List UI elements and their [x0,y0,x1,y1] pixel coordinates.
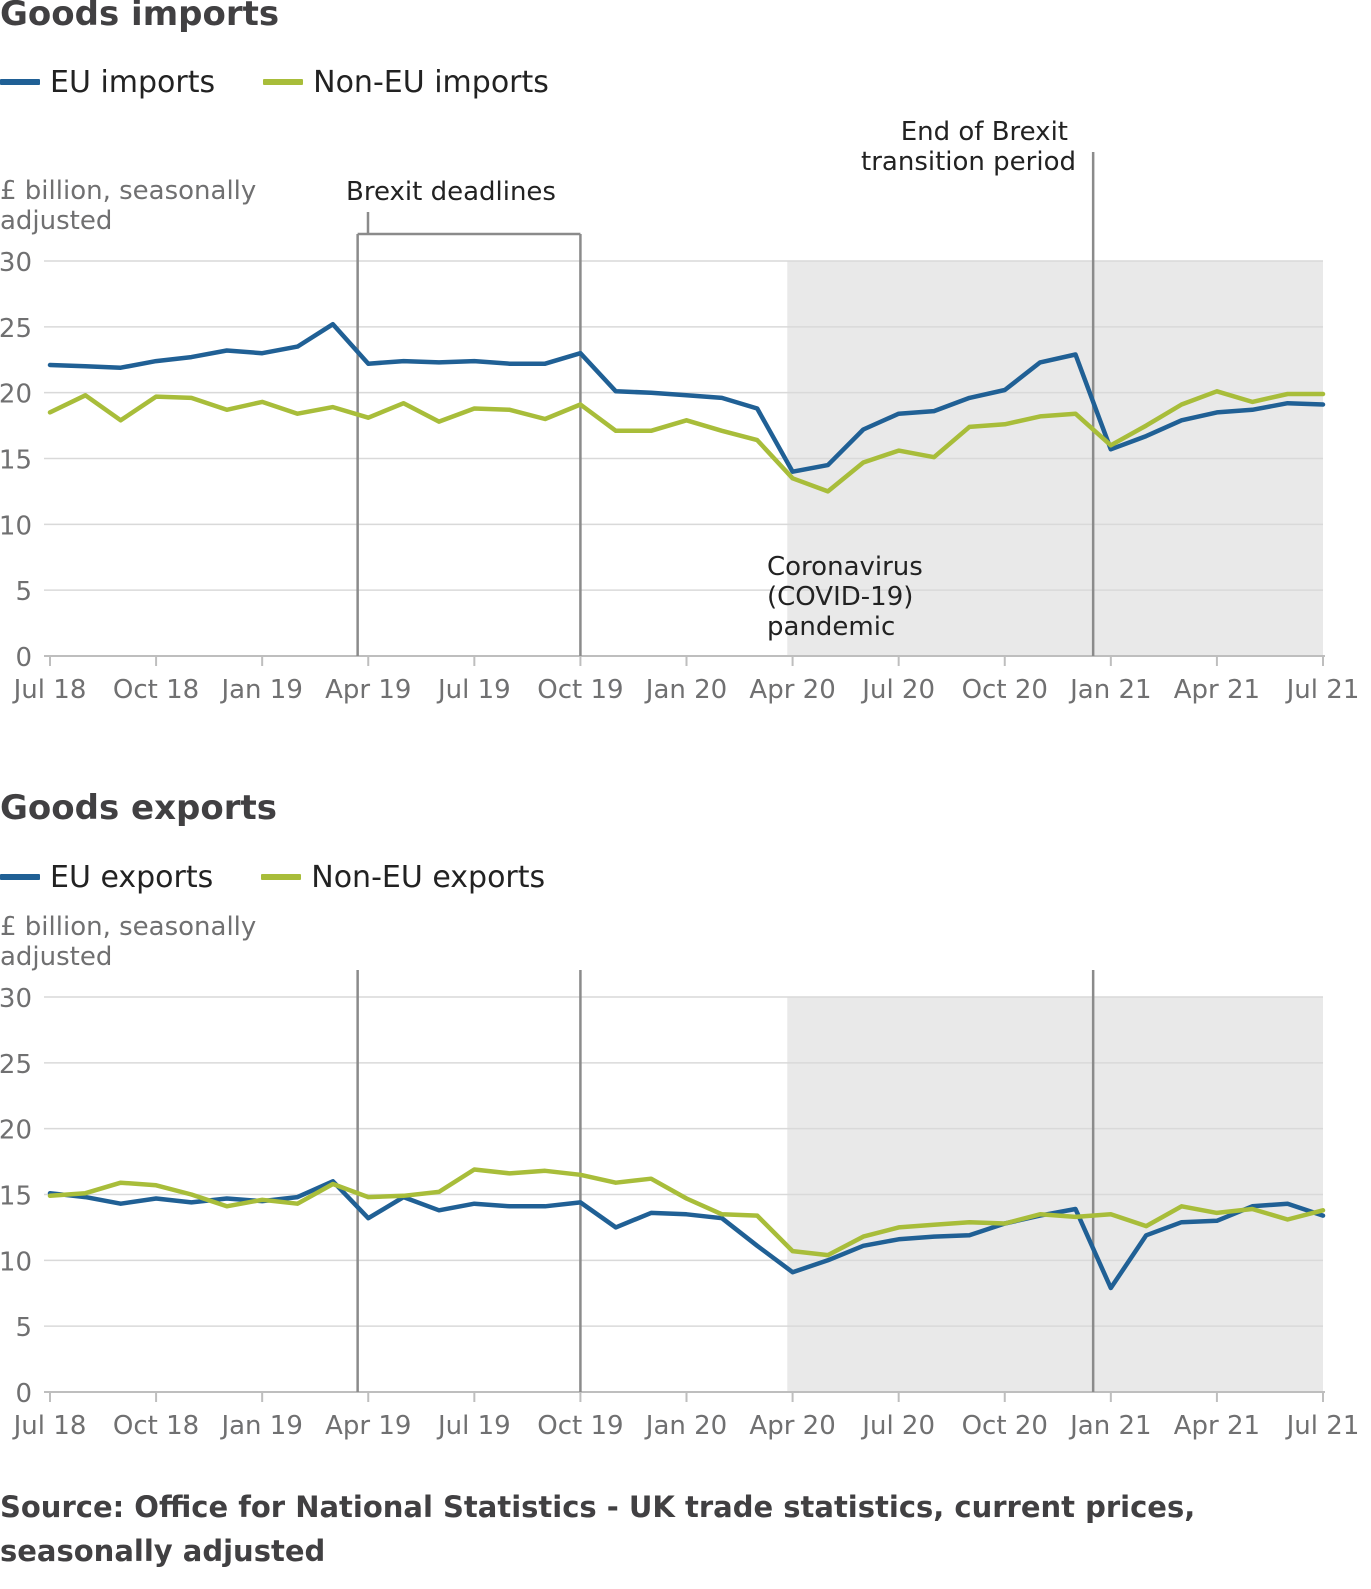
legend-item-eu-imports: EU imports [0,65,215,100]
pandemic-label-line-2: (COVID-19) [767,582,913,612]
imports-unit-label: £ billion, seasonally adjusted [0,176,257,236]
imports-series-eu-line [47,321,1326,474]
source-note: Source: Office for National Statistics -… [0,1490,1196,1568]
exports-x-tick-label: Jan 20 [644,1411,727,1441]
transition-label-line-1: End of Brexit [901,117,1068,147]
exports-x-tick-label: Jul 21 [1285,1411,1360,1441]
imports-series-non-eu-line [47,389,1326,494]
imports-chart: 0 5 10 15 20 25 30 Jul 18 Oct 18 Jan 19 Apr 19 Jul … [0,117,1360,705]
imports-x-tick-label: Apr 20 [749,675,835,705]
imports-x-tick-label: Jul 21 [1285,675,1360,705]
legend-item-non-eu-imports: Non-EU imports [263,65,549,100]
imports-y-tick-label: 20 [0,380,32,410]
imports-y-tick-label: 10 [0,511,32,541]
exports-y-tick-label: 5 [15,1313,32,1343]
brexit-deadlines-label: Brexit deadlines [346,177,556,207]
legend-label-eu-imports: EU imports [50,64,216,100]
non-eu-exports-swatch-icon [261,874,302,880]
imports-y-tick-label: 0 [15,643,32,673]
legend-item-eu-exports: EU exports [0,860,213,895]
legend-label-non-eu-imports: Non-EU imports [313,64,549,100]
imports-y-tick-label: 30 [0,248,32,278]
exports-x-tick-label: Apr 21 [1174,1411,1260,1441]
exports-series-non-eu-line [47,1167,1326,1258]
exports-x-tick-label: Oct 19 [537,1411,623,1441]
exports-y-tick-label: 25 [0,1050,32,1080]
imports-x-tick-label: Jan 20 [644,675,727,705]
exports-chart: 0 5 10 15 20 25 30 Jul 18 Oct 18 Jan 19 Apr 19 Jul … [0,970,1360,1441]
legend-label-non-eu-exports: Non-EU exports [311,859,546,895]
exports-legend: EU exports Non-EU exports [0,857,593,897]
exports-y-tick-label: 30 [0,984,32,1014]
eu-imports-swatch-icon [0,79,40,85]
imports-y-tick-label: 15 [0,446,32,476]
legend-label-eu-exports: EU exports [50,859,214,895]
imports-title: Goods imports [0,0,280,34]
transition-label-line-2: transition period [861,147,1076,177]
imports-legend: EU imports Non-EU imports [0,62,597,102]
imports-x-tick-label: Oct 19 [537,675,623,705]
exports-y-tick-label: 0 [15,1379,32,1409]
exports-x-tick-label: Oct 20 [962,1411,1048,1441]
exports-y-tick-label: 15 [0,1182,32,1212]
exports-x-tick-label: Jan 21 [1068,1411,1151,1441]
exports-y-tick-label: 10 [0,1247,32,1277]
legend-item-non-eu-exports: Non-EU exports [261,860,545,895]
exports-x-tick-label: Apr 20 [749,1411,835,1441]
imports-x-tick-label: Oct 20 [962,675,1048,705]
non-eu-imports-swatch-icon [263,79,304,85]
exports-unit-label: £ billion, seasonally adjusted [0,912,257,972]
exports-x-tick-label: Apr 19 [325,1411,411,1441]
eu-exports-swatch-icon [0,874,40,880]
imports-x-tick-label: Jul 19 [436,675,511,705]
imports-x-tick-label: Apr 21 [1174,675,1260,705]
imports-y-tick-label: 25 [0,314,32,344]
exports-x-tick-label: Jan 19 [219,1411,302,1441]
exports-x-tick-label: Jul 20 [860,1411,935,1441]
pandemic-label-line-3: pandemic [767,612,895,642]
pandemic-label-line-1: Coronavirus [767,552,923,582]
imports-x-tick-label: Jan 21 [1068,675,1151,705]
imports-x-tick-label: Jan 19 [219,675,302,705]
exports-title: Goods exports [0,788,277,828]
exports-x-tick-label: Oct 18 [113,1411,199,1441]
imports-x-tick-label: Jul 20 [860,675,935,705]
exports-x-tick-label: Jul 18 [12,1411,87,1441]
exports-x-tick-label: Jul 19 [436,1411,511,1441]
imports-x-tick-label: Oct 18 [113,675,199,705]
imports-x-tick-label: Apr 19 [325,675,411,705]
imports-x-tick-label: Jul 18 [12,675,87,705]
exports-y-tick-label: 20 [0,1116,32,1146]
imports-y-tick-label: 5 [15,577,32,607]
